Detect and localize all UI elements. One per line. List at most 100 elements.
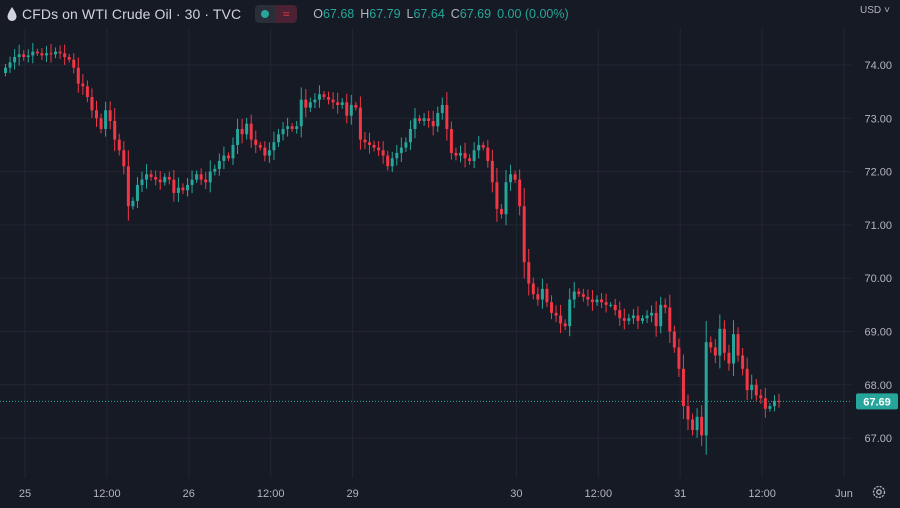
candle xyxy=(368,132,371,154)
candle xyxy=(313,93,317,109)
time-tick-label: 12:00 xyxy=(585,488,613,500)
candle xyxy=(95,100,98,127)
candle xyxy=(190,170,194,194)
candle xyxy=(399,137,403,163)
low-key: L xyxy=(406,7,414,21)
time-tick-label: Jun xyxy=(835,488,853,500)
candle xyxy=(354,101,358,111)
candle xyxy=(459,145,462,163)
candle xyxy=(736,327,740,362)
candle xyxy=(622,308,626,330)
candle xyxy=(540,278,544,309)
candle xyxy=(718,314,722,369)
candle xyxy=(445,92,449,141)
candle xyxy=(636,306,640,329)
candle xyxy=(568,288,572,337)
candle xyxy=(732,320,735,376)
candle xyxy=(131,197,135,210)
candle xyxy=(418,115,422,124)
candle xyxy=(741,348,745,376)
candle xyxy=(454,147,458,161)
candle xyxy=(408,120,412,150)
time-tick-label: 25 xyxy=(19,488,31,500)
candle xyxy=(531,277,535,300)
candle xyxy=(8,56,12,73)
candle xyxy=(49,43,53,63)
candle xyxy=(763,387,767,418)
price-tick-label: 69.00 xyxy=(864,327,892,339)
candle xyxy=(650,305,654,323)
candle xyxy=(641,314,644,324)
candle xyxy=(286,117,290,137)
symbol-title[interactable]: CFDs on WTI Crude Oil · 30 · TVC xyxy=(22,6,242,22)
candle xyxy=(17,44,21,66)
candle xyxy=(536,287,540,306)
candle xyxy=(40,48,44,61)
time-axis[interactable]: 25 12:00 26 12:00 29 30 12:00 31 12:00 Jun xyxy=(19,488,853,500)
candle xyxy=(226,152,230,162)
candle xyxy=(358,96,362,150)
candle xyxy=(504,170,508,226)
candle xyxy=(63,44,67,65)
candle xyxy=(390,151,394,173)
candle xyxy=(509,164,513,191)
candle xyxy=(126,150,130,221)
candle xyxy=(768,402,772,412)
candle xyxy=(695,408,699,438)
candle xyxy=(677,338,681,377)
candle xyxy=(659,296,663,334)
candle xyxy=(772,394,776,412)
high-key: H xyxy=(360,7,370,21)
candle xyxy=(413,108,417,139)
candle xyxy=(304,88,308,118)
time-tick-label: 31 xyxy=(674,488,686,500)
candle xyxy=(76,57,80,93)
chart-header: CFDs on WTI Crude Oil · 30 · TVC ≈ O67.6… xyxy=(6,4,569,24)
candle xyxy=(240,118,244,144)
open-key: O xyxy=(313,7,323,21)
candle xyxy=(590,289,594,311)
candle xyxy=(113,108,117,152)
time-tick-label: 12:00 xyxy=(748,488,776,500)
time-tick-label: 30 xyxy=(510,488,522,500)
candle xyxy=(154,170,158,186)
candle xyxy=(427,110,431,128)
currency-selector[interactable]: USD ˅ xyxy=(860,5,890,16)
candle xyxy=(163,173,167,186)
candle xyxy=(195,170,199,183)
candle xyxy=(495,167,499,222)
candle xyxy=(44,45,48,63)
candle xyxy=(522,188,526,279)
candle xyxy=(750,374,754,400)
candle xyxy=(631,309,635,324)
candle xyxy=(81,74,85,95)
change-value: 0.00 (0.00%) xyxy=(497,7,569,21)
candle xyxy=(277,128,280,148)
candle xyxy=(477,135,481,159)
last-price-label: 67.69 xyxy=(856,393,898,410)
candle xyxy=(377,141,381,157)
high-value: 67.79 xyxy=(369,7,401,21)
candle xyxy=(463,142,467,168)
candle xyxy=(436,106,440,133)
candle xyxy=(85,80,89,103)
candle xyxy=(90,88,94,118)
ohlc-values: O67.68 H67.79 L67.64 C67.69 0.00 (0.00%) xyxy=(313,7,568,21)
candle xyxy=(722,320,726,361)
price-axis[interactable]: 74.00 73.00 72.00 71.00 70.00 69.00 68.00 67.00 xyxy=(864,60,892,445)
candle xyxy=(759,389,763,404)
candle xyxy=(395,144,399,166)
gear-icon[interactable] xyxy=(871,484,887,500)
close-key: C xyxy=(450,7,460,21)
candle xyxy=(754,378,758,401)
chevron-down-icon: ˅ xyxy=(884,5,890,16)
status-dot-icon xyxy=(255,5,276,23)
candle xyxy=(577,288,581,298)
candle xyxy=(249,114,253,148)
price-tick-label: 67.00 xyxy=(864,433,892,445)
series-status-pill[interactable]: ≈ xyxy=(255,5,298,23)
candle xyxy=(308,97,312,112)
approx-icon: ≈ xyxy=(275,5,298,23)
candle xyxy=(372,140,376,152)
